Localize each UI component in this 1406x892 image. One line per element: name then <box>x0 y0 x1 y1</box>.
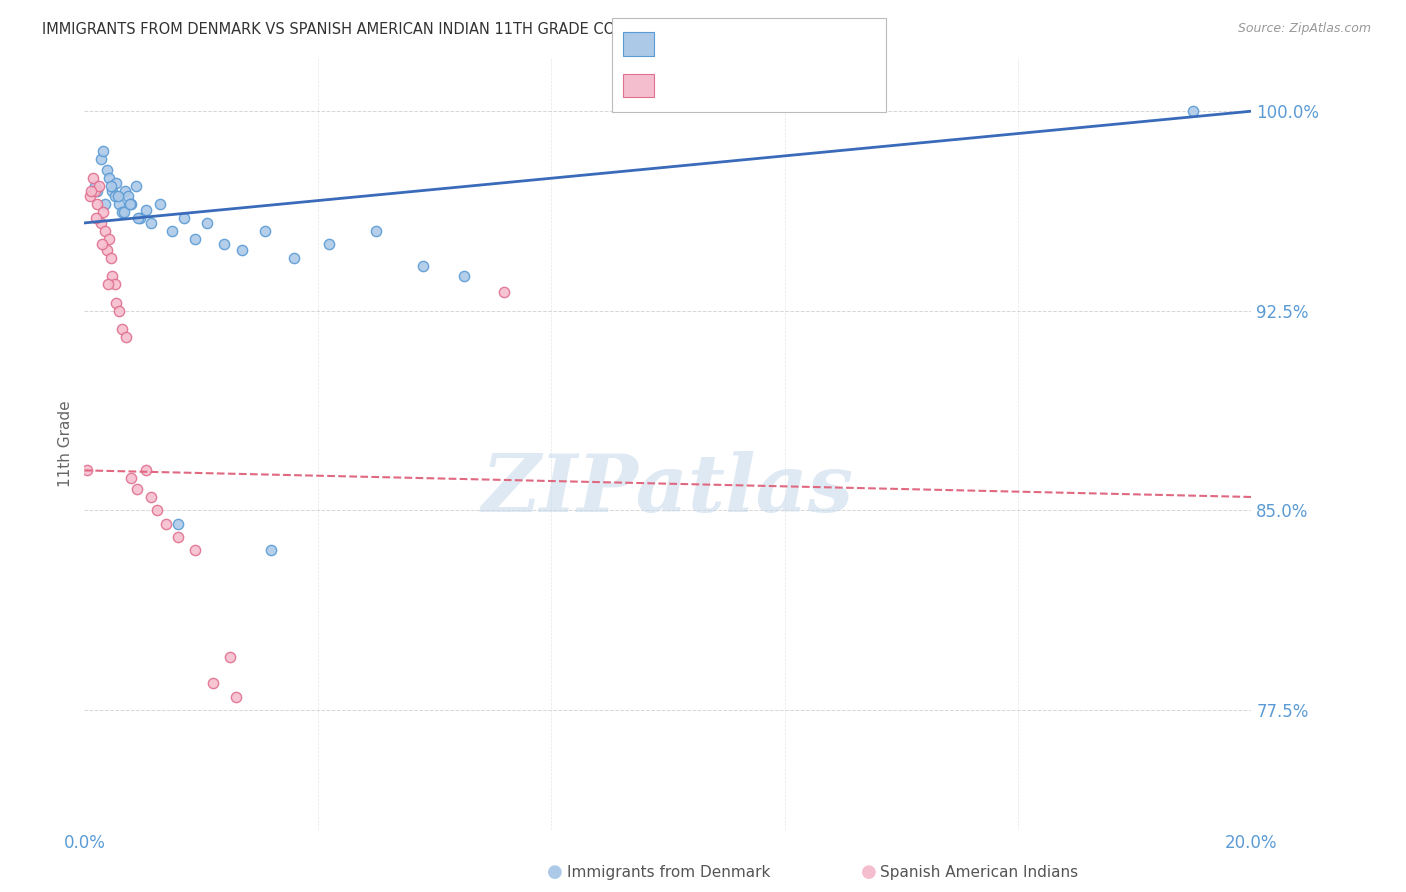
Text: N =: N = <box>766 37 800 52</box>
Point <box>91 144 114 158</box>
Point <box>141 490 163 504</box>
Point <box>96 243 118 257</box>
Point <box>97 232 120 246</box>
Point <box>104 189 127 203</box>
Text: IMMIGRANTS FROM DENMARK VS SPANISH AMERICAN INDIAN 11TH GRADE CORRELATION CHART: IMMIGRANTS FROM DENMARK VS SPANISH AMERI… <box>42 22 752 37</box>
Point <box>105 295 128 310</box>
Text: 34: 34 <box>808 78 830 93</box>
Point <box>166 530 188 544</box>
Point <box>82 170 104 185</box>
Point <box>201 676 224 690</box>
Point <box>254 224 277 238</box>
Point <box>135 202 157 217</box>
Point <box>184 232 207 246</box>
Point <box>76 463 98 477</box>
Text: R =: R = <box>664 78 697 93</box>
Point <box>155 516 177 531</box>
Point <box>101 184 124 198</box>
Point <box>214 237 236 252</box>
Point <box>120 471 142 485</box>
Text: R =: R = <box>664 37 697 52</box>
Point <box>219 649 242 664</box>
Point <box>94 197 117 211</box>
Point <box>412 259 434 273</box>
Point <box>173 211 195 225</box>
Point <box>97 277 120 292</box>
Text: Spanish American Indians: Spanish American Indians <box>880 865 1078 880</box>
Point <box>141 216 163 230</box>
Point <box>107 189 129 203</box>
Point <box>105 176 128 190</box>
Point <box>90 216 112 230</box>
Point <box>225 690 247 704</box>
Point <box>94 224 117 238</box>
Point <box>83 184 105 198</box>
Point <box>111 322 134 336</box>
Point <box>160 224 183 238</box>
Point <box>100 251 122 265</box>
Point <box>118 197 141 211</box>
Point <box>366 224 388 238</box>
Point <box>195 216 218 230</box>
Point <box>127 211 149 225</box>
Point <box>117 189 139 203</box>
Point <box>128 211 150 225</box>
Point <box>83 178 105 193</box>
Point <box>86 184 108 198</box>
Point <box>135 463 157 477</box>
Point <box>231 243 253 257</box>
Point <box>100 178 122 193</box>
Point <box>115 330 138 344</box>
Point <box>149 197 172 211</box>
Point <box>84 211 107 225</box>
Y-axis label: 11th Grade: 11th Grade <box>58 401 73 487</box>
Point <box>86 197 108 211</box>
Text: -0.010: -0.010 <box>707 78 762 93</box>
Point <box>166 516 188 531</box>
Point <box>125 482 148 496</box>
Point <box>111 205 134 219</box>
Point <box>87 178 110 193</box>
Point <box>112 205 135 219</box>
Point <box>146 503 169 517</box>
Point <box>318 237 340 252</box>
Point <box>79 189 101 203</box>
Text: Immigrants from Denmark: Immigrants from Denmark <box>567 865 770 880</box>
Point <box>97 170 120 185</box>
Text: 40: 40 <box>808 37 830 52</box>
Point <box>120 197 142 211</box>
Point <box>453 269 475 284</box>
Point <box>101 269 124 284</box>
Point <box>1182 104 1205 119</box>
Text: ●: ● <box>547 863 564 881</box>
Text: Source: ZipAtlas.com: Source: ZipAtlas.com <box>1237 22 1371 36</box>
Point <box>184 543 207 558</box>
Point <box>108 303 131 318</box>
Point <box>104 277 127 292</box>
Text: ●: ● <box>860 863 877 881</box>
Point <box>91 205 114 219</box>
Point <box>283 251 305 265</box>
Point <box>108 197 131 211</box>
Point <box>90 152 112 166</box>
Point <box>80 184 103 198</box>
Point <box>494 285 516 299</box>
Point <box>125 178 148 193</box>
Point <box>96 162 118 177</box>
Text: ZIPatlas: ZIPatlas <box>482 451 853 529</box>
Point <box>90 237 112 252</box>
Point <box>114 184 136 198</box>
Text: N =: N = <box>766 78 800 93</box>
Text: 0.129: 0.129 <box>707 37 755 52</box>
Point <box>260 543 283 558</box>
